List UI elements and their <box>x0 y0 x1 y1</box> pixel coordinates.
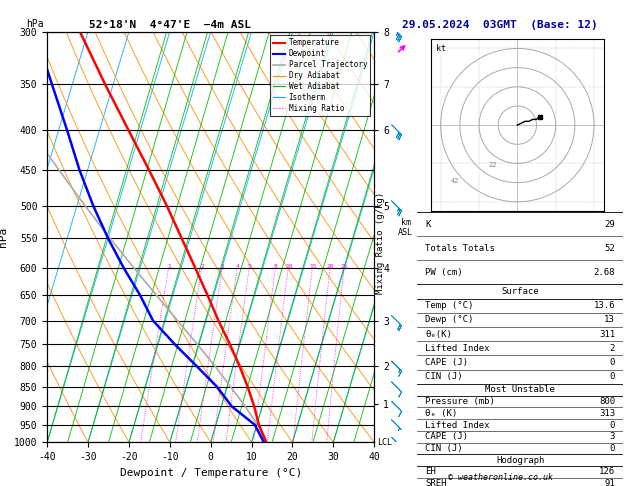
Text: Totals Totals: Totals Totals <box>425 244 495 253</box>
Text: Lifted Index: Lifted Index <box>425 344 490 353</box>
Text: Temp (°C): Temp (°C) <box>425 301 474 310</box>
Text: 313: 313 <box>599 409 615 418</box>
Text: 13: 13 <box>604 315 615 324</box>
Text: Most Unstable: Most Unstable <box>485 385 555 394</box>
Text: 29: 29 <box>604 220 615 229</box>
Text: Dewp (°C): Dewp (°C) <box>425 315 474 324</box>
Text: θₑ (K): θₑ (K) <box>425 409 457 418</box>
Text: kt: kt <box>437 44 446 53</box>
Text: Lifted Index: Lifted Index <box>425 420 490 430</box>
Text: 3: 3 <box>221 264 225 269</box>
Text: θₑ(K): θₑ(K) <box>425 330 452 339</box>
Text: 52°18'N  4°47'E  −4m ASL: 52°18'N 4°47'E −4m ASL <box>89 20 251 31</box>
Text: 10: 10 <box>285 264 292 269</box>
Text: 2: 2 <box>610 344 615 353</box>
Text: 42: 42 <box>450 178 459 184</box>
Legend: Temperature, Dewpoint, Parcel Trajectory, Dry Adiabat, Wet Adiabat, Isotherm, Mi: Temperature, Dewpoint, Parcel Trajectory… <box>270 35 370 116</box>
Text: 3: 3 <box>610 432 615 441</box>
Text: CIN (J): CIN (J) <box>425 444 463 453</box>
Text: 4: 4 <box>236 264 240 269</box>
Text: 13.6: 13.6 <box>594 301 615 310</box>
Text: 1: 1 <box>167 264 171 269</box>
Text: 91: 91 <box>604 479 615 486</box>
Text: 25: 25 <box>340 264 348 269</box>
Text: CIN (J): CIN (J) <box>425 372 463 382</box>
Text: SREH: SREH <box>425 479 447 486</box>
Text: PW (cm): PW (cm) <box>425 268 463 277</box>
Text: 52: 52 <box>604 244 615 253</box>
Text: CAPE (J): CAPE (J) <box>425 358 468 367</box>
Text: 0: 0 <box>610 444 615 453</box>
Text: 126: 126 <box>599 468 615 476</box>
X-axis label: Dewpoint / Temperature (°C): Dewpoint / Temperature (°C) <box>120 468 302 478</box>
Text: 22: 22 <box>489 162 497 168</box>
Text: 0: 0 <box>610 372 615 382</box>
Text: 800: 800 <box>599 397 615 406</box>
Text: 311: 311 <box>599 330 615 339</box>
Text: Mixing Ratio (g/kg): Mixing Ratio (g/kg) <box>376 192 385 294</box>
Text: 0: 0 <box>610 420 615 430</box>
Text: 15: 15 <box>309 264 316 269</box>
Text: © weatheronline.co.uk: © weatheronline.co.uk <box>448 473 552 482</box>
Text: Pressure (mb): Pressure (mb) <box>425 397 495 406</box>
Y-axis label: km
ASL: km ASL <box>398 218 413 237</box>
Text: LCL: LCL <box>377 438 392 447</box>
Text: 8: 8 <box>274 264 277 269</box>
Text: Hodograph: Hodograph <box>496 456 544 465</box>
Text: hPa: hPa <box>26 19 44 29</box>
Text: Surface: Surface <box>501 287 539 296</box>
Text: 2.68: 2.68 <box>594 268 615 277</box>
Text: CAPE (J): CAPE (J) <box>425 432 468 441</box>
Y-axis label: hPa: hPa <box>0 227 8 247</box>
Text: EH: EH <box>425 468 436 476</box>
Text: 2: 2 <box>200 264 204 269</box>
Text: 0: 0 <box>610 358 615 367</box>
Text: 20: 20 <box>326 264 334 269</box>
Text: 29.05.2024  03GMT  (Base: 12): 29.05.2024 03GMT (Base: 12) <box>402 20 598 31</box>
Text: K: K <box>425 220 431 229</box>
Text: 5: 5 <box>248 264 252 269</box>
